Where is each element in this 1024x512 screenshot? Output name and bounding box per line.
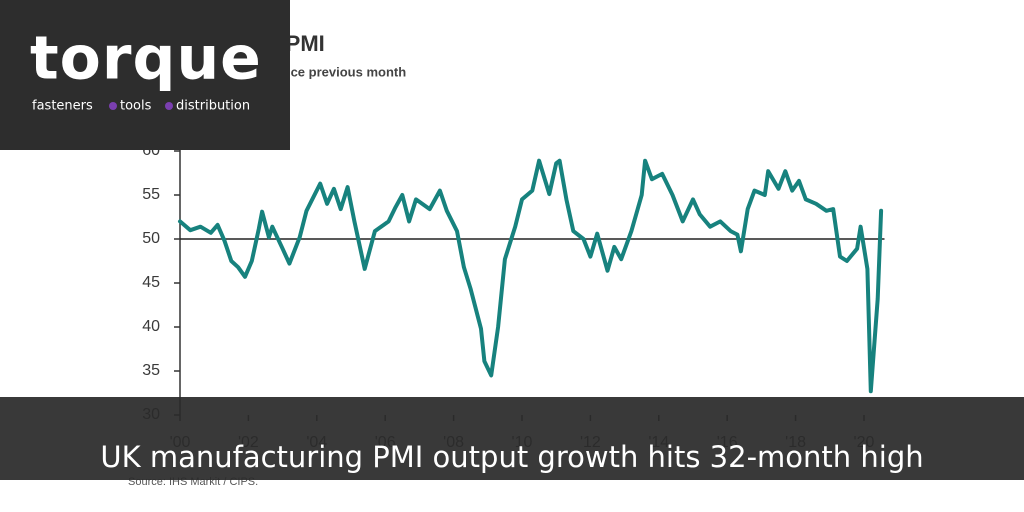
- logo-name: torque: [30, 24, 262, 94]
- logo-dot: [165, 102, 173, 110]
- y-tick-label: 40: [142, 318, 160, 335]
- logo-tagline: tools: [120, 99, 152, 114]
- y-tick-label: 45: [142, 274, 160, 291]
- y-tick-label: 50: [142, 230, 160, 247]
- logo-tagline: fasteners: [32, 99, 93, 114]
- logo-tagline: distribution: [176, 99, 250, 114]
- y-tick-label: 35: [142, 362, 160, 379]
- logo-box: [0, 0, 290, 150]
- caption-banner: [0, 397, 1024, 480]
- caption: UK manufacturing PMI output growth hits …: [100, 440, 923, 474]
- overlay: UK manufacturing PMI output growth hits …: [0, 0, 1024, 480]
- y-tick-label: 55: [142, 186, 160, 203]
- logo-dot: [109, 102, 117, 110]
- line-series: [178, 158, 884, 394]
